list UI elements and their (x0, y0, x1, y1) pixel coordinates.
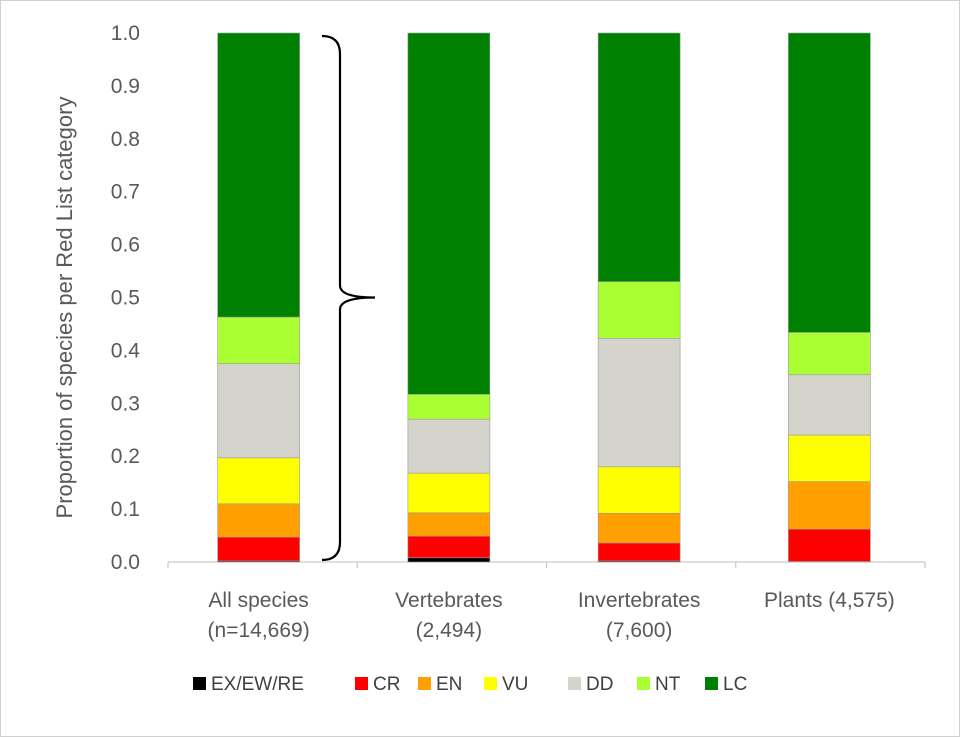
y-tick-label: 0.1 (111, 498, 140, 521)
bar-segment (407, 32, 491, 395)
legend-label: NT (655, 674, 681, 695)
legend-swatch (355, 677, 368, 690)
bar-segment (788, 481, 871, 530)
x-category-label: All species (208, 589, 308, 612)
bar-segment (788, 332, 871, 376)
y-tick-label: 0.3 (111, 392, 140, 415)
x-category-label: Vertebrates (395, 589, 502, 612)
bar-segment (788, 32, 871, 333)
bar-segment (407, 418, 491, 474)
y-tick-label: 1.0 (111, 22, 140, 45)
y-tick-label: 0.9 (111, 75, 140, 98)
legend-label: DD (586, 674, 613, 695)
legend-swatch (193, 677, 206, 690)
bar-segment (217, 363, 300, 459)
legend-swatch (418, 677, 431, 690)
bar-segment (597, 542, 681, 562)
legend-swatch (484, 677, 497, 690)
bar-segment (788, 528, 871, 562)
legend-label: CR (373, 674, 400, 695)
bar-segment (217, 32, 300, 318)
bar-segment (407, 512, 491, 537)
bar-segment (597, 466, 681, 514)
bar-segment (788, 434, 871, 482)
y-tick-label: 0.2 (111, 445, 140, 468)
bar-segment (597, 513, 681, 544)
brace-annotation (321, 34, 376, 562)
y-tick-label: 0.8 (111, 128, 140, 151)
bar-segment (597, 32, 681, 282)
bar-segment (407, 535, 491, 559)
x-category-label: (n=14,669) (208, 619, 310, 642)
bar-segment (597, 337, 681, 468)
y-tick-label: 0.4 (111, 339, 141, 362)
legend-swatch (637, 677, 650, 690)
x-category-label: (7,600) (606, 619, 673, 642)
bar-segment (597, 281, 681, 339)
legend-swatch (705, 677, 718, 690)
x-category-label: Plants (4,575) (764, 589, 895, 612)
bar-segment (788, 374, 871, 436)
y-tick-label: 0.6 (111, 234, 140, 257)
bar-segment (217, 503, 300, 538)
legend-label: VU (502, 674, 528, 695)
y-axis-label: Proportion of species per Red List categ… (52, 97, 77, 519)
bar-segment (217, 536, 300, 562)
bar-segment (407, 472, 491, 514)
legend-label: LC (723, 674, 747, 695)
x-category-label: Invertebrates (578, 589, 701, 612)
y-tick-label: 0.7 (111, 181, 140, 204)
x-category-label: (2,494) (416, 619, 483, 642)
y-tick-label: 0.0 (111, 551, 140, 574)
bar-segment (407, 557, 491, 563)
y-tick-label: 0.5 (111, 287, 140, 310)
bar-segment (217, 457, 300, 505)
legend-swatch (568, 677, 581, 690)
legend-label: EX/EW/RE (211, 674, 304, 695)
bar-segment (407, 394, 491, 420)
bar-segment (217, 316, 300, 364)
legend-label: EN (436, 674, 462, 695)
